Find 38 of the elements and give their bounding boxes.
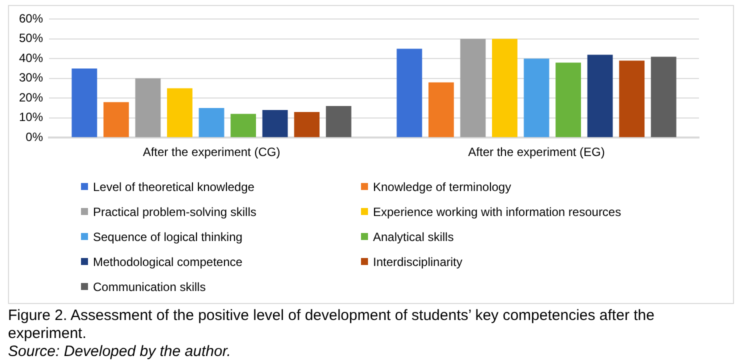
x-tick-label: After the experiment (CG): [142, 145, 280, 160]
bar: [294, 112, 320, 138]
legend-label: Level of theoretical knowledge: [93, 180, 254, 194]
bar: [167, 88, 192, 138]
y-tick-label: 20%: [18, 90, 44, 104]
x-tick-label: After the experiment (EG): [468, 145, 605, 160]
legend-label: Communication skills: [93, 280, 206, 294]
source-note: Source: Developed by the author.: [8, 343, 232, 361]
legend-label: Knowledge of terminology: [373, 180, 512, 194]
bar: [396, 48, 422, 138]
bar: [135, 78, 161, 138]
bar: [326, 106, 352, 138]
bar: [524, 58, 550, 138]
legend-label: Interdisciplinarity: [373, 254, 462, 268]
bar: [650, 56, 676, 138]
bar: [587, 54, 613, 138]
bar: [556, 62, 581, 138]
bar: [428, 82, 454, 138]
y-tick-label: 10%: [18, 110, 44, 124]
bar: [492, 38, 518, 138]
y-tick-label: 0%: [26, 130, 44, 144]
y-tick-label: 60%: [18, 12, 44, 26]
bar: [460, 38, 486, 138]
legend-label: Experience working with information resources: [373, 204, 622, 218]
bar: [198, 108, 224, 138]
bar: [262, 110, 288, 138]
legend-label: Analytical skills: [373, 230, 454, 244]
bar: [72, 68, 98, 138]
legend-label: Sequence of logical thinking: [93, 230, 242, 244]
caption: Figure 2. Assessment of the positive level of development of students’ key competencies after the experiment.: [8, 307, 656, 343]
legend-label: Methodological competence: [93, 254, 242, 268]
bar: [619, 60, 645, 138]
bar: [230, 114, 256, 138]
bar: [103, 102, 129, 138]
y-tick-label: 50%: [18, 31, 44, 46]
y-tick-label: 30%: [18, 70, 44, 85]
y-tick-label: 40%: [18, 50, 44, 65]
legend-label: Practical problem-solving skills: [93, 204, 256, 218]
